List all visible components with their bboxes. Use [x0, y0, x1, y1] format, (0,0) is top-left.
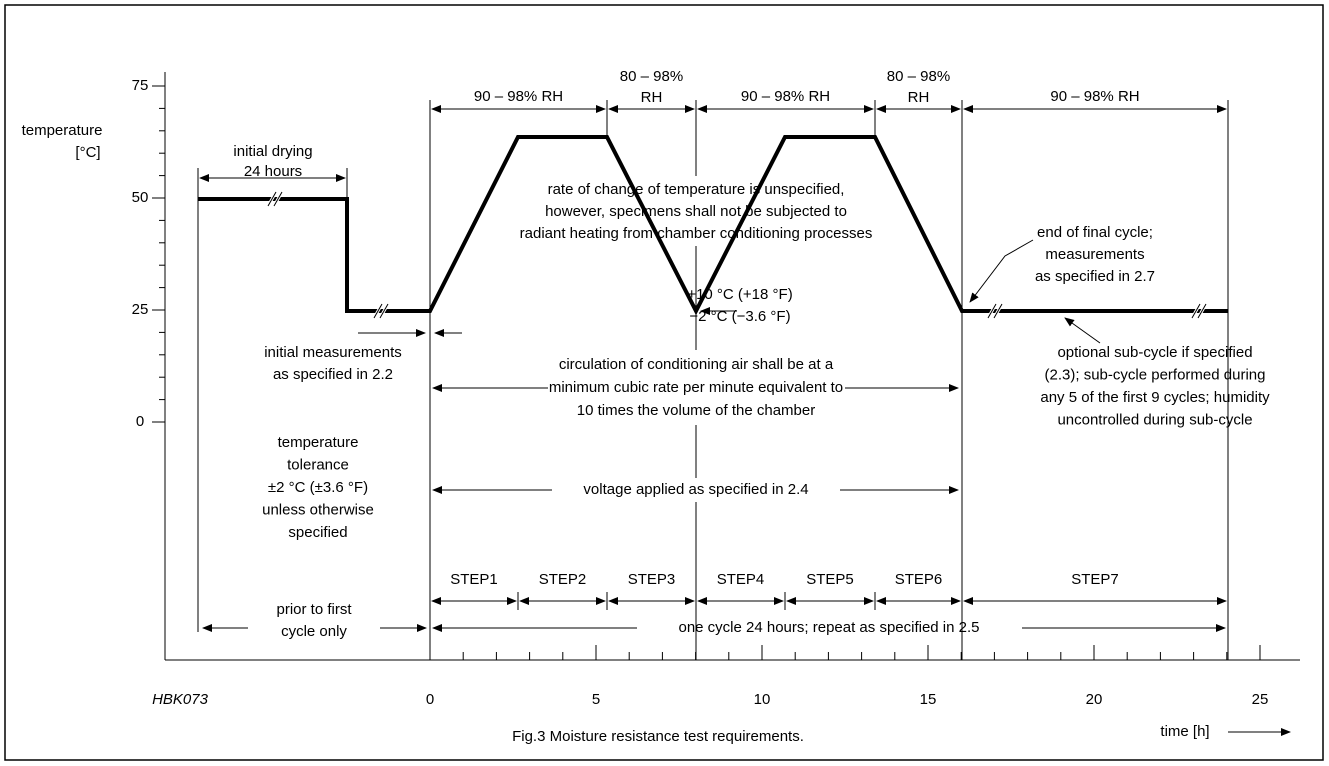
step-label: STEP3 [628, 571, 676, 588]
step-label: STEP4 [717, 571, 765, 588]
annotation: radiant heating from chamber conditionin… [520, 225, 873, 242]
annotation: measurements [1045, 246, 1144, 263]
x-axis-label: time [h] [1160, 723, 1209, 740]
step-label: STEP1 [450, 571, 498, 588]
annotation: ±2 °C (±3.6 °F) [268, 479, 368, 496]
y-axis-label: [°C] [75, 144, 100, 161]
annotation: (2.3); sub-cycle performed during [1045, 366, 1266, 383]
leader [969, 239, 1034, 303]
annotation: one cycle 24 hours; repeat as specified … [678, 619, 979, 636]
annotation: 10 times the volume of the chamber [577, 402, 815, 419]
annotation: cycle only [281, 623, 347, 640]
annotation: rate of change of temperature is unspeci… [548, 181, 845, 198]
x-tick-label: 10 [754, 691, 771, 708]
annotation: temperature [278, 434, 359, 451]
caption: Fig.3 Moisture resistance test requireme… [512, 728, 804, 745]
annotation: +10 °C (+18 °F) [687, 286, 792, 303]
annotation: initial measurements [264, 344, 402, 361]
x-tick-label: 0 [426, 691, 434, 708]
x-tick-label: 20 [1086, 691, 1103, 708]
annotation: uncontrolled during sub-cycle [1057, 411, 1252, 428]
annotation: however, specimens shall not be subjecte… [545, 203, 847, 220]
figure-code: HBK073 [152, 691, 209, 708]
annotation: specified [288, 524, 347, 541]
step-label: STEP2 [539, 571, 587, 588]
annotation: 24 hours [244, 163, 302, 180]
annotation: −2 °C (−3.6 °F) [689, 308, 790, 325]
annotation: optional sub-cycle if specified [1057, 344, 1252, 361]
annotation: as specified in 2.2 [273, 366, 393, 383]
y-tick-label: 75 [132, 77, 149, 94]
humidity-label: 90 – 98% RH [474, 88, 563, 105]
x-tick-label: 15 [920, 691, 937, 708]
humidity-label: RH [908, 89, 930, 106]
annotation: circulation of conditioning air shall be… [559, 356, 834, 373]
annotation: prior to first [276, 601, 352, 618]
step-label: STEP6 [895, 571, 943, 588]
y-tick-label: 50 [132, 189, 149, 206]
y-tick-label: 0 [136, 413, 144, 430]
humidity-label: 90 – 98% RH [1050, 88, 1139, 105]
frame [4, 4, 1324, 761]
annotation: tolerance [287, 456, 349, 473]
y-axis-label: temperature [22, 122, 103, 139]
humidity-label: 80 – 98% [620, 68, 683, 85]
y-tick-label: 25 [132, 301, 149, 318]
x-tick-label: 25 [1252, 691, 1269, 708]
annotation: minimum cubic rate per minute equivalent… [549, 379, 843, 396]
humidity-label: 80 – 98% [887, 68, 950, 85]
annotation: unless otherwise [262, 501, 374, 518]
annotation: initial drying [233, 143, 312, 160]
annotation: as specified in 2.7 [1035, 268, 1155, 285]
arrow [1064, 317, 1101, 344]
annotation: any 5 of the first 9 cycles; humidity [1040, 389, 1270, 406]
annotation: voltage applied as specified in 2.4 [583, 481, 808, 498]
annotation: end of final cycle; [1037, 224, 1153, 241]
x-tick-label: 5 [592, 691, 600, 708]
step-label: STEP5 [806, 571, 854, 588]
step-label: STEP7 [1071, 571, 1119, 588]
humidity-label: RH [641, 89, 663, 106]
drawing [164, 72, 1300, 661]
humidity-label: 90 – 98% RH [741, 88, 830, 105]
